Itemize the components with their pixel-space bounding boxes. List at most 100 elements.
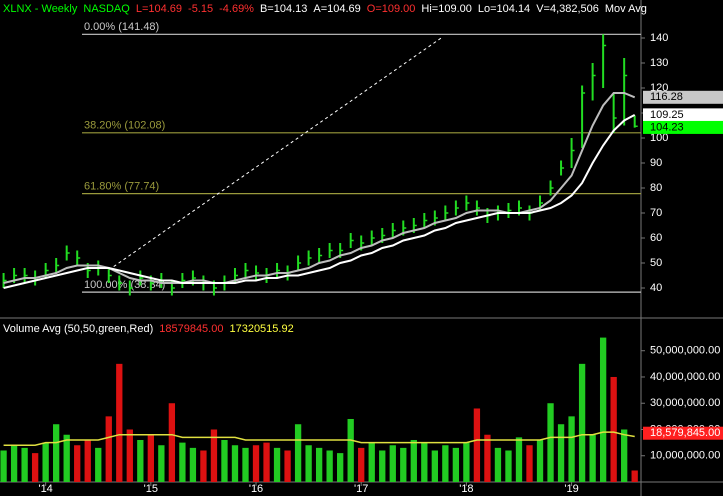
volume-bar <box>505 450 512 482</box>
header-item: A=104.69 <box>313 3 360 15</box>
volume-bar <box>305 445 312 482</box>
y-tick-label: 60 <box>650 232 662 244</box>
value-tag-label: 104.23 <box>650 121 684 133</box>
volume-bar <box>126 429 133 482</box>
volume-bar <box>210 429 218 482</box>
volume-bar <box>31 453 39 482</box>
volume-bar <box>116 363 123 482</box>
volume-bar <box>179 442 186 482</box>
header-item: L=104.69 <box>136 3 182 15</box>
x-tick-label: '15 <box>144 483 158 495</box>
volume-bar <box>452 447 460 482</box>
volume-bar <box>231 445 239 482</box>
volume-bar <box>252 445 260 482</box>
volume-bar <box>168 403 176 482</box>
volume-bar <box>379 450 386 482</box>
volume-bar <box>221 439 228 482</box>
volume-bar <box>74 445 81 482</box>
volume-bar <box>599 337 607 482</box>
value-tag <box>643 120 723 134</box>
volume-bar <box>368 442 375 482</box>
volume-bar <box>631 470 638 482</box>
volume-bar <box>358 447 365 482</box>
volume-bar <box>326 450 333 482</box>
trendline <box>108 37 442 271</box>
volume-bar <box>147 434 154 482</box>
volume-bar <box>515 437 523 482</box>
volume-bar <box>137 439 144 482</box>
value-tag-label: 116.28 <box>650 91 683 103</box>
y-tick-label: 50 <box>650 257 662 269</box>
header-item: 17320515.92 <box>229 323 293 335</box>
volume-bar <box>621 429 628 482</box>
x-tick-label: '14 <box>38 483 52 495</box>
volume-bar <box>84 439 91 482</box>
value-tag-label: 109.25 <box>650 109 684 121</box>
volume-bar <box>389 445 396 482</box>
volume-bar <box>294 424 302 482</box>
volume-bar <box>463 442 470 482</box>
header-item: NASDAQ <box>83 3 130 15</box>
x-tick-label: '16 <box>249 483 263 495</box>
y-tick-label: 130 <box>650 57 668 69</box>
volume-bar <box>400 447 407 482</box>
y-tick-label: 50,000,000.00 <box>650 345 720 357</box>
volume-bar <box>578 363 586 482</box>
volume-bar <box>337 453 344 482</box>
y-tick-label: 90 <box>650 157 662 169</box>
volume-bar <box>347 418 354 482</box>
volume-bar <box>42 442 49 482</box>
volume-bar <box>610 376 617 482</box>
volume-bar <box>547 403 554 482</box>
value-tag-label: 18,579,845.00 <box>650 427 720 439</box>
volume-bar <box>189 447 197 482</box>
value-tag <box>643 108 723 122</box>
volume-bar <box>63 434 70 482</box>
x-tick-label: '18 <box>459 483 473 495</box>
header-item: O=109.00 <box>367 3 416 15</box>
y-tick-label: 140 <box>650 32 668 44</box>
header-item: 18579845.00 <box>159 323 223 335</box>
fib-label: 100.00% (38.34) <box>84 279 165 291</box>
volume-bar <box>568 416 575 482</box>
volume-bar <box>105 416 112 482</box>
volume-bar <box>473 408 481 482</box>
volume-bar <box>526 445 533 482</box>
x-tick-label: '19 <box>564 483 578 495</box>
volume-bar <box>536 439 544 482</box>
y-tick-label: 80 <box>650 182 662 194</box>
header-item: Mov Avg <box>605 3 647 15</box>
moving-average <box>3 114 636 289</box>
header: XLNX - Weekly NASDAQ L=104.69 -5.15 -4.69% B=… <box>3 3 647 15</box>
fib-label: 0.00% (141.48) <box>84 21 159 33</box>
y-tick-label: 40,000,000.00 <box>650 371 720 383</box>
volume-bar <box>315 447 323 482</box>
volume-bar <box>95 447 102 482</box>
volume-bar <box>263 442 270 482</box>
value-tag <box>643 426 723 440</box>
fib-label: 61.80% (77.74) <box>84 181 159 193</box>
volume-bar <box>200 450 207 482</box>
x-tick-label: '17 <box>354 483 368 495</box>
header-item: Lo=104.14 <box>478 3 530 15</box>
y-tick-label: 30,000,000.00 <box>650 397 720 409</box>
header-item: XLNX - Weekly <box>3 3 78 15</box>
volume-bar <box>273 447 281 482</box>
header-item: -5.15 <box>188 3 213 15</box>
volume-bar <box>158 445 165 482</box>
volume-bar <box>410 439 417 482</box>
value-tag <box>643 90 723 104</box>
y-tick-label: 10,000,000.00 <box>650 450 720 462</box>
header-item: Hi=109.00 <box>421 3 471 15</box>
y-tick-label: 100 <box>650 132 668 144</box>
header: Volume Avg (50,50,green,Red) 18579845.00 1… <box>3 323 294 335</box>
volume-bar <box>10 445 18 482</box>
volume-bar <box>494 447 502 482</box>
header-item: Volume Avg (50,50,green,Red) <box>3 323 153 335</box>
volume-bar <box>484 434 491 482</box>
volume-bar <box>589 434 596 482</box>
header-item: -4.69% <box>219 3 254 15</box>
y-tick-label: 70 <box>650 207 662 219</box>
volume-bar <box>421 442 428 482</box>
